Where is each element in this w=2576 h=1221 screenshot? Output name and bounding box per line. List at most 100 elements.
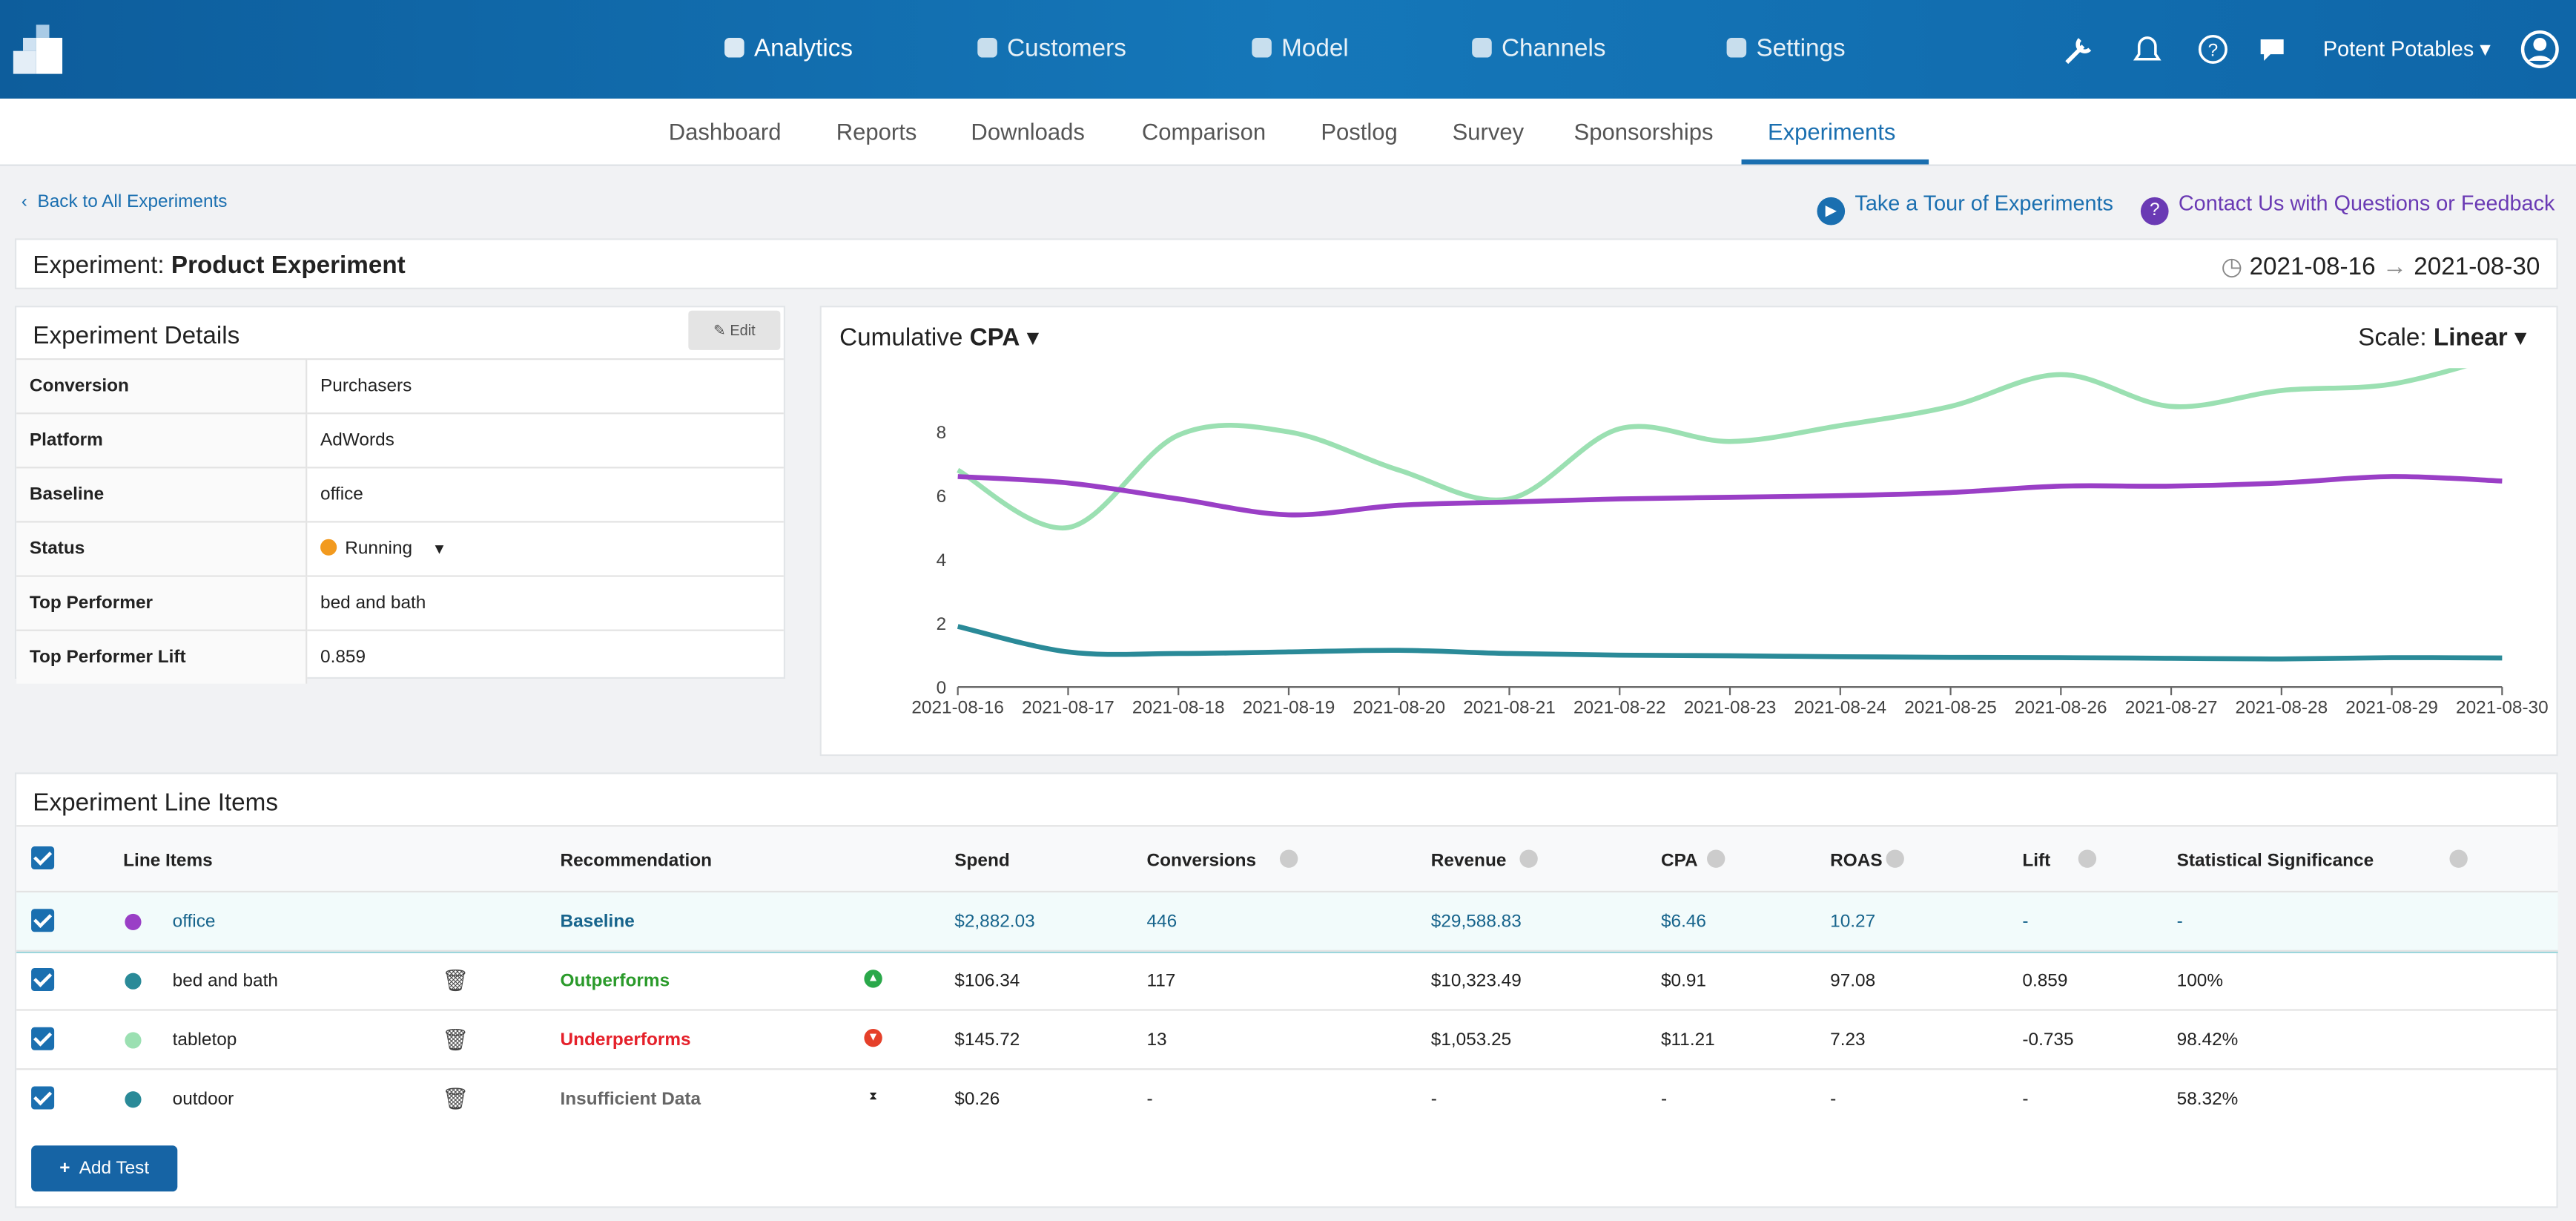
- add-test-button[interactable]: + Add Test: [31, 1145, 177, 1191]
- account-name[interactable]: Potent Potables: [2323, 36, 2474, 61]
- details-row: ConversionPurchasers: [16, 359, 784, 413]
- details-text: Purchasers: [320, 376, 412, 396]
- details-text: office: [320, 485, 363, 505]
- nav-label[interactable]: Model: [1281, 35, 1349, 63]
- cell: $0.91: [1661, 971, 1706, 991]
- details-title: Experiment Details: [33, 322, 240, 350]
- details-value: 0.859: [306, 631, 784, 684]
- contact-link[interactable]: ?Contact Us with Questions or Feedback: [2141, 191, 2554, 226]
- cell: $2,882.03: [954, 912, 1034, 932]
- delete-icon[interactable]: 🗑: [442, 968, 469, 994]
- cell: $1,053.25: [1431, 1030, 1511, 1050]
- recommendation-icon: ⧗: [864, 1088, 882, 1106]
- status-caret[interactable]: ▼: [432, 541, 447, 557]
- edit-button[interactable]: ✎ Edit: [688, 311, 780, 350]
- sub-nav-item[interactable]: Sponsorships: [1574, 119, 1714, 145]
- sub-nav-item[interactable]: Dashboard: [669, 119, 782, 145]
- add-test-label[interactable]: Add Test: [79, 1159, 149, 1179]
- header-row: Line ItemsRecommendationSpendConversions…: [16, 825, 2558, 892]
- delete-icon[interactable]: 🗑: [442, 1087, 469, 1113]
- date-range: ◷ 2021-08-16 → 2021-08-30: [2221, 251, 2540, 281]
- details-label: Baseline: [16, 467, 306, 521]
- y-tick-label: 0: [937, 678, 947, 698]
- nav-item[interactable]: Channels: [1472, 35, 1605, 63]
- logo[interactable]: [13, 24, 62, 73]
- cell: $29,588.83: [1431, 912, 1522, 932]
- series-dot: [125, 914, 141, 930]
- cell: 98.42%: [2177, 1030, 2239, 1050]
- line-item-name: outdoor: [173, 1090, 234, 1110]
- cell: -: [1146, 1090, 1152, 1110]
- x-tick-label: 2021-08-30: [2456, 698, 2549, 718]
- nav-label[interactable]: Analytics: [754, 35, 853, 63]
- series-dot: [125, 1032, 141, 1048]
- experiment-name: Product Experiment: [171, 251, 406, 280]
- nav-item[interactable]: Analytics: [724, 35, 853, 63]
- start-date: 2021-08-16: [2250, 253, 2376, 281]
- details-table: ConversionPurchasersPlatformAdWordsBasel…: [16, 358, 784, 684]
- nav-item[interactable]: Settings: [1727, 35, 1846, 63]
- details-label: Status: [16, 521, 306, 576]
- edit-label[interactable]: Edit: [730, 322, 755, 338]
- sub-nav-item[interactable]: Reports: [836, 119, 917, 145]
- column-header: Recommendation: [561, 852, 712, 872]
- help-icon: [1707, 849, 1725, 867]
- cell: $106.34: [954, 971, 1020, 991]
- back-link[interactable]: ‹ Back to All Experiments: [22, 192, 228, 212]
- experiment-bar: Experiment: Product Experiment ◷ 2021-08…: [15, 238, 2558, 289]
- cell: $11.21: [1661, 1030, 1715, 1050]
- account-menu[interactable]: Potent Potables ▾: [2323, 36, 2491, 62]
- cell: -: [1431, 1090, 1437, 1110]
- nav-label[interactable]: Customers: [1007, 35, 1126, 63]
- details-row: PlatformAdWords: [16, 413, 784, 467]
- checkbox[interactable]: [31, 1027, 54, 1050]
- back-link-text[interactable]: Back to All Experiments: [37, 192, 227, 212]
- sub-nav-item[interactable]: Survey: [1453, 119, 1525, 145]
- contact-link-text[interactable]: Contact Us with Questions or Feedback: [2179, 191, 2555, 215]
- details-label: Platform: [16, 413, 306, 467]
- cell: 97.08: [1830, 971, 1875, 991]
- nav-item[interactable]: Customers: [977, 35, 1126, 63]
- sub-nav-item[interactable]: Downloads: [971, 119, 1084, 145]
- x-tick-label: 2021-08-26: [2015, 698, 2107, 718]
- nav-label[interactable]: Channels: [1502, 35, 1605, 63]
- column-header: Statistical Significance: [2177, 852, 2374, 872]
- x-tick-label: 2021-08-17: [1022, 698, 1114, 718]
- avatar[interactable]: [2520, 30, 2560, 69]
- sub-nav-item[interactable]: Postlog: [1321, 119, 1397, 145]
- series-line: [958, 626, 2503, 659]
- checkbox[interactable]: [31, 968, 54, 991]
- details-value: Purchasers: [306, 359, 784, 413]
- nav-label[interactable]: Settings: [1756, 35, 1845, 63]
- y-tick-label: 6: [937, 487, 947, 507]
- column-header: ROAS: [1830, 852, 1882, 872]
- column-header: Lift: [2022, 852, 2050, 872]
- checkbox[interactable]: [31, 1087, 54, 1110]
- y-tick-label: 4: [937, 550, 947, 570]
- x-tick-label: 2021-08-25: [1904, 698, 1997, 718]
- x-tick-label: 2021-08-20: [1353, 698, 1445, 718]
- status-value[interactable]: Running: [345, 539, 412, 559]
- sub-nav-item[interactable]: Comparison: [1142, 119, 1266, 145]
- details-panel: Experiment Details ✎ Edit ConversionPurc…: [15, 306, 785, 679]
- recommendation: Insufficient Data: [561, 1090, 701, 1110]
- sub-nav-item[interactable]: Experiments: [1768, 119, 1895, 145]
- nav-item[interactable]: Model: [1252, 35, 1348, 63]
- line-item-name: tabletop: [173, 1030, 237, 1050]
- cell: 58.32%: [2177, 1090, 2239, 1110]
- tour-link-text[interactable]: Take a Tour of Experiments: [1855, 191, 2113, 215]
- cell: -: [2022, 1090, 2028, 1110]
- active-underline: [1742, 159, 1929, 165]
- delete-icon[interactable]: 🗑: [442, 1027, 469, 1053]
- checkbox[interactable]: [31, 909, 54, 932]
- details-value: Running ▼: [306, 521, 784, 576]
- series-dot: [125, 973, 141, 990]
- tour-link[interactable]: ▶Take a Tour of Experiments: [1817, 191, 2113, 226]
- details-label: Top Performer: [16, 576, 306, 631]
- checkbox[interactable]: [31, 846, 54, 869]
- column-header: Conversions: [1146, 852, 1256, 872]
- toolbar-icons[interactable]: ?: [2064, 33, 2310, 65]
- svg-text:?: ?: [2208, 40, 2219, 60]
